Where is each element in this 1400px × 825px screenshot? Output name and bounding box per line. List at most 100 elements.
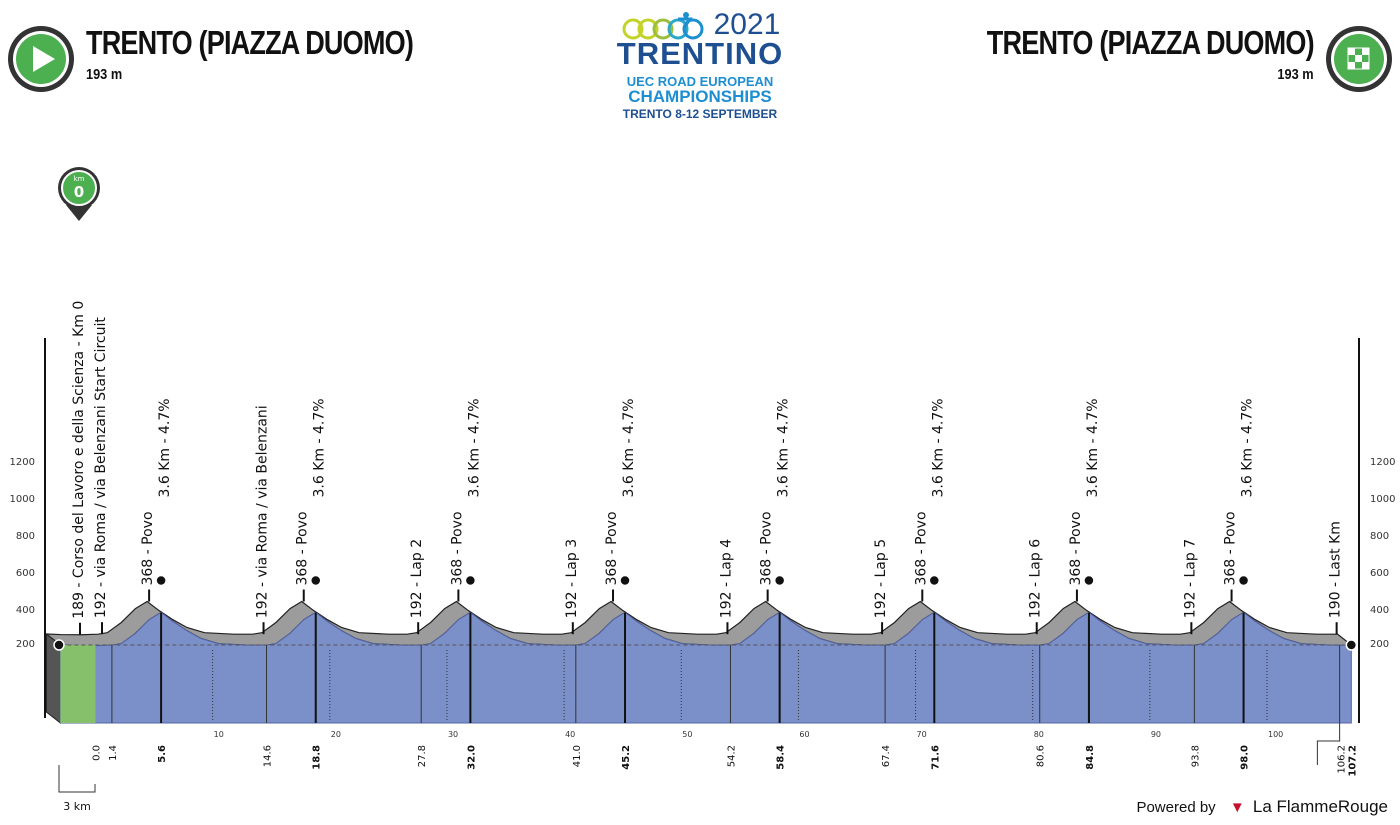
annotation-label: 192 - Lap 4 <box>718 539 734 618</box>
km-label: 80.6 <box>1036 745 1047 767</box>
y-tick-label-right: 800 <box>1370 531 1389 542</box>
summit-dot <box>309 574 322 587</box>
profile-top-shading <box>44 600 1353 647</box>
logo-region: TRENTINO <box>616 36 784 71</box>
climb-stats-label: 3.6 Km - 4.7% <box>157 398 173 497</box>
climb-stats-label: 3.6 Km - 4.7% <box>1085 398 1101 497</box>
y-tick-label-right: 400 <box>1370 605 1389 616</box>
km-label: 67.4 <box>881 745 892 767</box>
finish-flag-icon <box>1326 26 1392 92</box>
climb-stats-label: 3.6 Km - 4.7% <box>1240 398 1256 497</box>
start-location-title: TRENTO (PIAZZA DUOMO) <box>86 24 414 61</box>
annotation-label: 192 - via Roma / via Belenzani Start Cir… <box>93 317 109 619</box>
y-tick-label-left: 200 <box>16 639 35 650</box>
start-icon <box>8 26 74 92</box>
y-tick-label-left: 1200 <box>10 457 35 468</box>
annotation-label: 368 - Povo <box>449 511 465 585</box>
km-label: 27.8 <box>417 745 428 767</box>
km-label: 71.6 <box>930 745 941 770</box>
summit-dot <box>619 574 631 587</box>
summit-dot <box>155 574 167 587</box>
logo-year: 2021 <box>713 8 781 41</box>
km-label: 1.4 <box>108 745 119 761</box>
powered-by-label: Powered by <box>1136 799 1216 816</box>
annotation-label: 189 - Corso del Lavoro e della Scienza -… <box>71 301 87 619</box>
annotation-label: 368 - Povo <box>759 511 775 585</box>
event-logo: 2021 TRENTINO UEC ROAD EUROPEAN CHAMPION… <box>610 8 790 121</box>
km-label: 41.0 <box>572 745 583 767</box>
annotation-label: 368 - Povo <box>295 511 311 585</box>
annotation-label: 190 - Last Km <box>1328 521 1344 618</box>
annotation-label: 368 - Povo <box>140 511 156 585</box>
y-tick-label-right: 600 <box>1370 568 1389 579</box>
start-altitude: 193 m <box>86 66 123 83</box>
logo-line-3: TRENTO 8-12 SEPTEMBER <box>622 107 778 121</box>
climb-stats-label: 3.6 Km - 4.7% <box>312 398 328 497</box>
powered-by-brand: La FlammeRouge <box>1252 797 1388 816</box>
x-tick-label: 10 <box>214 730 224 739</box>
x-tick-label: 40 <box>565 730 575 739</box>
annotation-label: 192 - Lap 6 <box>1028 539 1044 618</box>
x-tick-label: 20 <box>331 730 341 739</box>
summit-dot <box>1237 574 1250 587</box>
scale-bar-label: 3 km <box>63 800 91 813</box>
summit-dot <box>773 574 786 587</box>
km-label: 58.4 <box>776 745 787 770</box>
annotation-label: 192 - Lap 2 <box>409 539 425 618</box>
km-zero-marker <box>58 167 100 221</box>
finish-location-title: TRENTO (PIAZZA DUOMO) <box>986 24 1315 61</box>
km-label: 5.6 <box>157 745 168 763</box>
annotation-label: 368 - Povo <box>913 511 929 585</box>
x-tick-label: 60 <box>799 730 809 739</box>
logo-line-1: UEC ROAD EUROPEAN <box>626 74 774 89</box>
x-tick-label: 50 <box>682 730 692 739</box>
summit-dot <box>928 574 941 587</box>
km-label: 84.8 <box>1085 745 1096 770</box>
logo-line-2: CHAMPIONSHIPS <box>628 87 772 106</box>
y-tick-label-left: 400 <box>16 605 35 616</box>
climb-stats-label: 3.6 Km - 4.7% <box>466 398 482 497</box>
km-label: 107.2 <box>1347 745 1358 777</box>
scale-bar <box>58 765 96 793</box>
km-zero-unit: km <box>74 175 85 183</box>
annotation-label: 368 - Povo <box>604 511 620 585</box>
km-label: 14.6 <box>263 745 274 767</box>
x-tick-label: 80 <box>1034 730 1044 739</box>
y-tick-label-left: 600 <box>16 568 35 579</box>
climb-stats-label: 3.6 Km - 4.7% <box>621 398 637 497</box>
y-tick-label-right: 1000 <box>1370 494 1395 505</box>
annotation-label: 192 - via Roma / via Belenzani <box>255 405 271 618</box>
summit-dot <box>1083 574 1095 587</box>
km-label: 0.0 <box>92 745 103 761</box>
annotation-label: 192 - Lap 7 <box>1182 539 1198 618</box>
km-label: 106.2 <box>1337 745 1348 774</box>
x-tick-label: 30 <box>448 730 458 739</box>
x-tick-label: 70 <box>917 730 927 739</box>
y-tick-label-left: 1000 <box>10 494 35 505</box>
elevation-profile-area <box>59 611 1352 724</box>
annotation-label: 368 - Povo <box>1068 511 1084 585</box>
y-tick-label-left: 800 <box>16 531 35 542</box>
km-label: 54.2 <box>726 745 737 767</box>
finish-altitude: 193 m <box>1277 66 1314 83</box>
annotation-label: 192 - Lap 5 <box>873 539 889 618</box>
last-km-bracket <box>1316 645 1341 765</box>
powered-by: Powered by ▼ La FlammeRouge <box>1136 797 1388 817</box>
annotation-label: 192 - Lap 3 <box>564 539 580 618</box>
km-label: 93.8 <box>1190 745 1201 767</box>
flamme-rouge-icon: ▼ <box>1229 799 1245 816</box>
y-tick-label-right: 1200 <box>1370 457 1395 468</box>
km-label: 45.2 <box>621 745 632 770</box>
summit-dot <box>464 574 477 587</box>
start-dot <box>53 639 65 651</box>
olympic-rings-cyclist-icon <box>622 12 704 40</box>
km-zero-value: 0 <box>74 183 84 201</box>
y-tick-label-right: 200 <box>1370 639 1389 650</box>
km-label: 32.0 <box>466 745 477 770</box>
finish-dot <box>1345 639 1358 651</box>
climb-stats-label: 3.6 Km - 4.7% <box>776 398 792 497</box>
km-label: 98.0 <box>1240 745 1251 770</box>
annotation-label: 368 - Povo <box>1223 511 1239 585</box>
climb-stats-label: 3.6 Km - 4.7% <box>930 398 946 497</box>
